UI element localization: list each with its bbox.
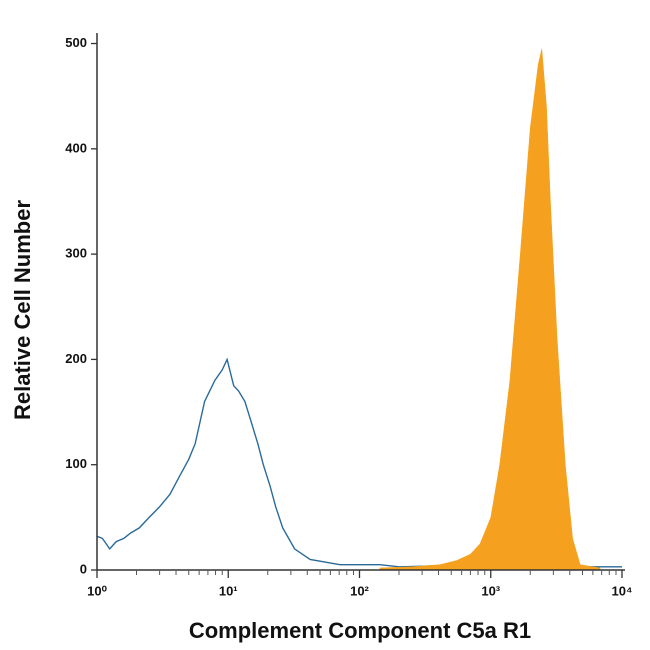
y-tick-label: 400 [65, 140, 87, 155]
x-tick-label: 10⁰ [87, 583, 107, 598]
y-tick-label: 500 [65, 35, 87, 50]
x-tick-label: 10² [350, 583, 369, 598]
y-tick-label: 0 [80, 561, 87, 576]
y-tick-label: 100 [65, 456, 87, 471]
y-axis-title: Relative Cell Number [10, 200, 35, 421]
x-tick-label: 10³ [481, 583, 500, 598]
x-axis-title: Complement Component C5a R1 [189, 618, 531, 643]
histogram-area [379, 48, 601, 571]
x-tick-label: 10¹ [219, 583, 238, 598]
x-tick-label: 10⁴ [612, 583, 633, 598]
y-tick-label: 300 [65, 246, 87, 261]
y-tick-label: 200 [65, 351, 87, 366]
histogram-line [96, 357, 622, 568]
